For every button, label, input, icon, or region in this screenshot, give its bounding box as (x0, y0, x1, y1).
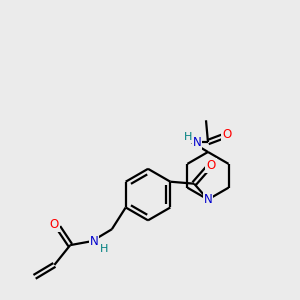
Text: H: H (184, 132, 192, 142)
Text: N: N (193, 136, 202, 148)
Text: N: N (204, 193, 212, 206)
Text: O: O (50, 218, 59, 231)
Text: N: N (90, 235, 98, 248)
Text: H: H (100, 244, 108, 254)
Text: O: O (222, 128, 231, 141)
Text: O: O (206, 159, 216, 172)
